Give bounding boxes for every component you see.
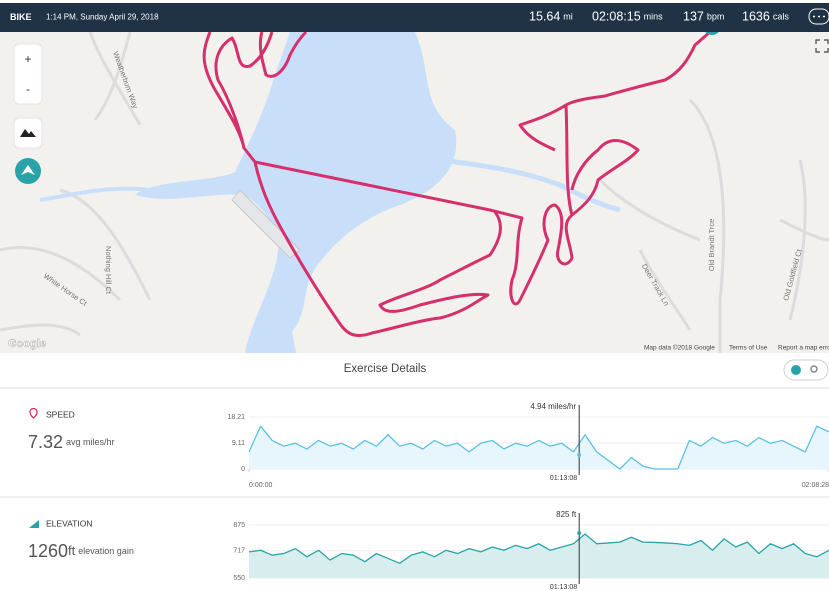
creek [439, 157, 621, 213]
section-label: ELEVATION [46, 518, 92, 528]
stat-value: 137 [683, 10, 704, 24]
zoom-out[interactable]: - [26, 82, 30, 96]
dam [231, 189, 301, 259]
map [0, 17, 829, 353]
stat-unit: mins [644, 12, 664, 22]
stat-value: 15.64 [529, 10, 560, 24]
y-tick-label: 717 [233, 548, 245, 555]
zoom-control[interactable] [13, 43, 43, 105]
data-line [248, 533, 829, 564]
fullscreen-button[interactable] [815, 39, 829, 53]
map-attribution: Map data ©2018 Google [644, 344, 715, 352]
google-logo: Google [8, 338, 46, 350]
summary: 1260ft elevation gain [28, 541, 134, 561]
creek [39, 186, 151, 202]
cursor-time: 01:13:08 [550, 584, 577, 591]
y-tick-label: 0 [241, 466, 245, 473]
summary-note: elevation gain [78, 546, 134, 556]
speed-icon [29, 407, 38, 419]
lake [135, 32, 457, 353]
summary-unit: ft [68, 543, 76, 558]
route [202, 30, 711, 338]
map-terms[interactable]: Terms of Use [729, 345, 768, 352]
stat: 02:08:15 mins [592, 10, 663, 24]
time-view-icon[interactable] [791, 365, 801, 375]
activity: BIKE [10, 12, 32, 22]
cursor-value: 825 ft [556, 510, 577, 519]
y-tick-label: 18.21 [227, 414, 245, 421]
section-label: SPEED [46, 409, 75, 419]
street-label: Old Brandt Trce [707, 219, 716, 272]
x-tick-label: 02:08:28 [802, 482, 829, 489]
stat-unit: bpm [707, 12, 725, 22]
summary-value: 1260 [28, 541, 68, 561]
menu-button[interactable] [808, 8, 829, 25]
locate-icon [21, 165, 35, 175]
stat: 15.64 mi [529, 10, 573, 24]
stat-value: 1636 [742, 10, 770, 24]
street-label: Nothing Hill Ct [104, 246, 113, 295]
y-tick-label: 875 [233, 522, 245, 529]
road [0, 31, 829, 353]
stat: 1636 cals [742, 10, 789, 24]
elevation-icon [29, 520, 39, 528]
cursor-value: 4.94 miles/hr [530, 402, 576, 411]
cursor-time: 01:13:08 [550, 475, 577, 482]
distance-view-icon[interactable] [810, 365, 818, 373]
area-fill [249, 426, 829, 469]
summary: 7.32 avg miles/hr [28, 432, 115, 452]
stat-unit: mi [563, 12, 573, 22]
view-toggle[interactable] [783, 359, 829, 381]
terrain-icon [20, 129, 36, 137]
summary-value: 7.32 [28, 432, 63, 452]
cursor-point [577, 531, 582, 536]
stat-unit: cals [773, 12, 790, 22]
y-tick-label: 550 [233, 575, 245, 582]
area-fill [249, 533, 829, 578]
stat-value: 02:08:15 [592, 10, 641, 24]
y-tick-label: 9.11 [232, 440, 245, 447]
datetime: 1:14 PM, Sunday April 29, 2018 [46, 13, 159, 22]
zoom-in[interactable]: + [24, 52, 31, 66]
details-title: Exercise Details [344, 363, 427, 375]
data-line [248, 425, 829, 470]
map-report[interactable]: Report a map error [778, 345, 829, 352]
x-tick-label: 0:00:00 [249, 482, 272, 489]
stat: 137 bpm [683, 10, 724, 24]
summary-unit: avg miles/hr [66, 437, 115, 447]
header-bar [0, 3, 829, 32]
cursor-point [577, 452, 582, 457]
